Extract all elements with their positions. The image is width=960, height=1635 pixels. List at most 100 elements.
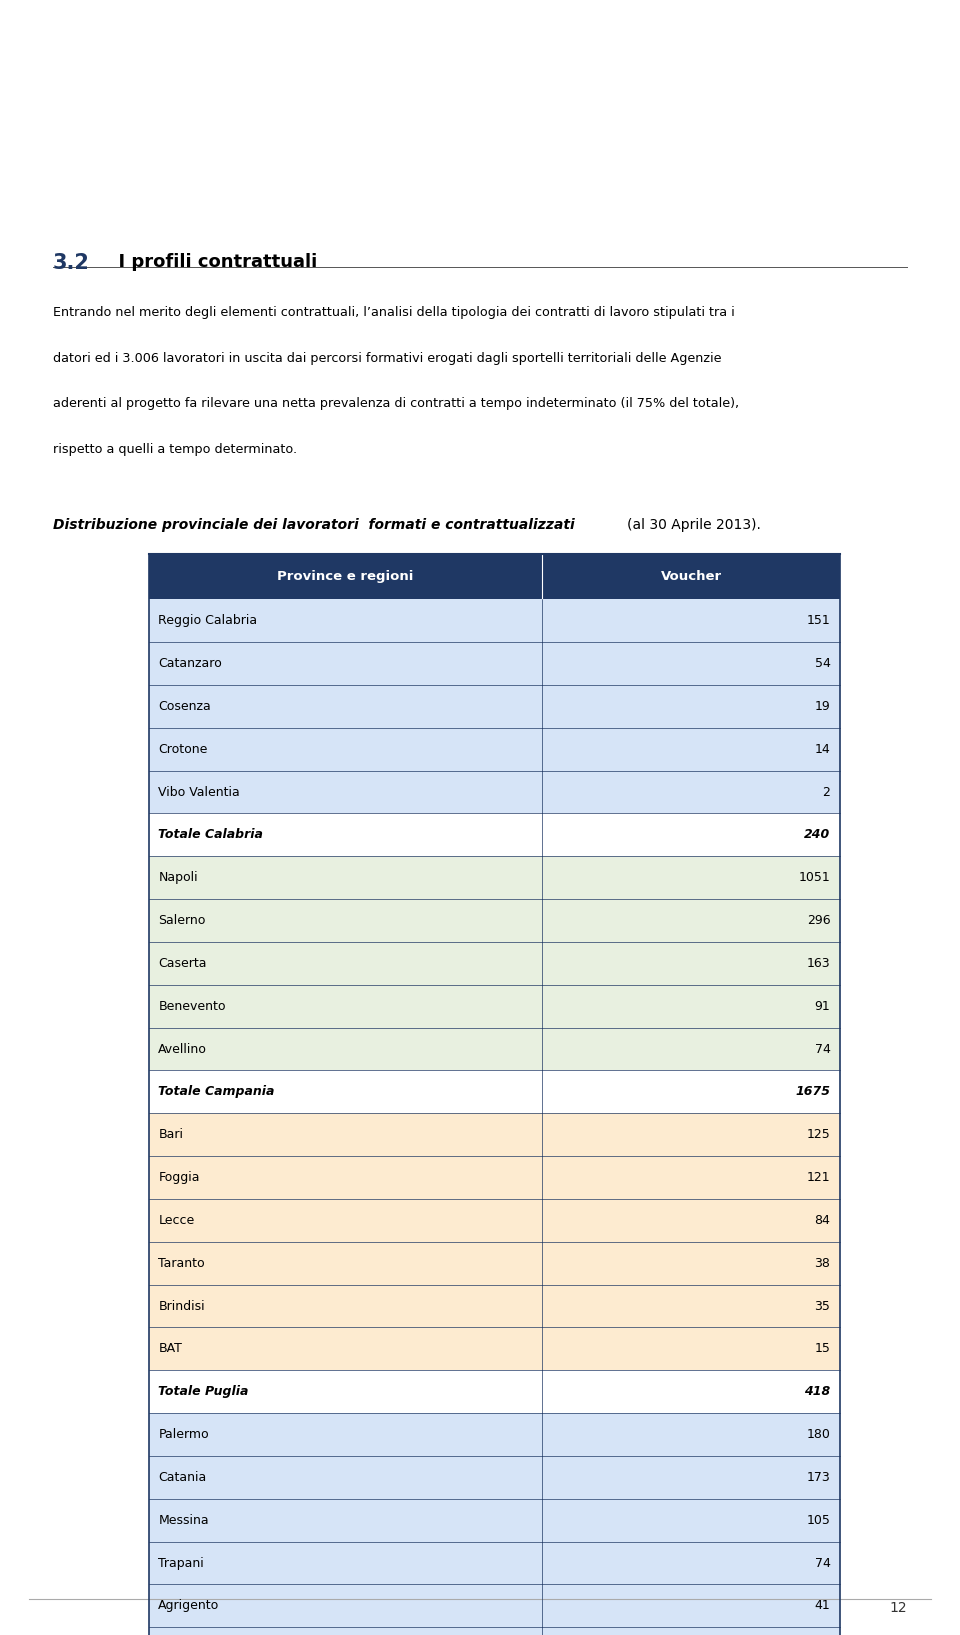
FancyBboxPatch shape — [149, 984, 542, 1028]
Text: 19: 19 — [815, 700, 830, 713]
Text: 173: 173 — [806, 1472, 830, 1485]
FancyBboxPatch shape — [149, 1627, 542, 1635]
Text: (al 30 Aprile 2013).: (al 30 Aprile 2013). — [627, 518, 760, 533]
FancyBboxPatch shape — [542, 1156, 840, 1198]
FancyBboxPatch shape — [149, 1198, 542, 1243]
Text: BAT: BAT — [158, 1342, 182, 1355]
Text: Distribuzione provinciale dei lavoratori  formati e contrattualizzati: Distribuzione provinciale dei lavoratori… — [53, 518, 580, 533]
Text: Totale Puglia: Totale Puglia — [158, 1385, 249, 1398]
Text: 15: 15 — [814, 1342, 830, 1355]
FancyBboxPatch shape — [149, 1285, 542, 1328]
FancyBboxPatch shape — [149, 1584, 542, 1627]
FancyBboxPatch shape — [149, 1457, 542, 1499]
Text: 54: 54 — [814, 657, 830, 670]
FancyBboxPatch shape — [542, 600, 840, 643]
FancyBboxPatch shape — [149, 600, 542, 643]
Text: 14: 14 — [815, 742, 830, 755]
FancyBboxPatch shape — [542, 1499, 840, 1542]
Text: 3.2: 3.2 — [53, 253, 89, 273]
FancyBboxPatch shape — [149, 643, 542, 685]
FancyBboxPatch shape — [542, 1028, 840, 1071]
Text: I profili contrattuali: I profili contrattuali — [106, 253, 317, 271]
Text: 84: 84 — [814, 1213, 830, 1226]
FancyBboxPatch shape — [542, 984, 840, 1028]
FancyBboxPatch shape — [149, 1499, 542, 1542]
Text: Catania: Catania — [158, 1472, 206, 1485]
FancyBboxPatch shape — [149, 1113, 542, 1156]
Text: 74: 74 — [814, 1043, 830, 1056]
FancyBboxPatch shape — [149, 685, 542, 728]
FancyBboxPatch shape — [149, 728, 542, 770]
Text: 1675: 1675 — [796, 1086, 830, 1099]
FancyBboxPatch shape — [149, 1028, 542, 1071]
FancyBboxPatch shape — [542, 899, 840, 942]
Text: Entrando nel merito degli elementi contrattuali, l’analisi della tipologia dei c: Entrando nel merito degli elementi contr… — [53, 306, 734, 319]
Text: 38: 38 — [814, 1257, 830, 1270]
FancyBboxPatch shape — [149, 1542, 542, 1584]
FancyBboxPatch shape — [149, 1156, 542, 1198]
FancyBboxPatch shape — [542, 1328, 840, 1370]
Text: Catanzaro: Catanzaro — [158, 657, 222, 670]
Text: Agrigento: Agrigento — [158, 1599, 220, 1612]
Text: 105: 105 — [806, 1514, 830, 1527]
Text: 180: 180 — [806, 1427, 830, 1440]
Text: Napoli: Napoli — [158, 871, 198, 885]
FancyBboxPatch shape — [149, 1413, 542, 1457]
FancyBboxPatch shape — [149, 1071, 542, 1113]
Text: Lecce: Lecce — [158, 1213, 195, 1226]
FancyBboxPatch shape — [542, 1584, 840, 1627]
FancyBboxPatch shape — [542, 857, 840, 899]
Text: Salerno: Salerno — [158, 914, 205, 927]
FancyBboxPatch shape — [542, 1542, 840, 1584]
Text: Benevento: Benevento — [158, 999, 226, 1012]
Text: Taranto: Taranto — [158, 1257, 205, 1270]
FancyBboxPatch shape — [149, 1370, 542, 1413]
FancyBboxPatch shape — [542, 1370, 840, 1413]
Text: Crotone: Crotone — [158, 742, 207, 755]
Text: Foggia: Foggia — [158, 1171, 200, 1184]
FancyBboxPatch shape — [542, 728, 840, 770]
Text: Totale Campania: Totale Campania — [158, 1086, 275, 1099]
FancyBboxPatch shape — [542, 643, 840, 685]
FancyBboxPatch shape — [542, 1243, 840, 1285]
FancyBboxPatch shape — [149, 857, 542, 899]
Text: 41: 41 — [815, 1599, 830, 1612]
Text: Messina: Messina — [158, 1514, 209, 1527]
Text: Palermo: Palermo — [158, 1427, 209, 1440]
Text: aderenti al progetto fa rilevare una netta prevalenza di contratti a tempo indet: aderenti al progetto fa rilevare una net… — [53, 397, 739, 410]
Text: 1051: 1051 — [799, 871, 830, 885]
Text: 240: 240 — [804, 829, 830, 842]
FancyBboxPatch shape — [542, 1457, 840, 1499]
Text: Avellino: Avellino — [158, 1043, 207, 1056]
FancyBboxPatch shape — [542, 1627, 840, 1635]
FancyBboxPatch shape — [149, 942, 542, 984]
FancyBboxPatch shape — [149, 770, 542, 814]
Text: Voucher: Voucher — [660, 571, 722, 584]
FancyBboxPatch shape — [542, 770, 840, 814]
Text: Reggio Calabria: Reggio Calabria — [158, 615, 257, 628]
FancyBboxPatch shape — [149, 814, 542, 857]
FancyBboxPatch shape — [542, 1113, 840, 1156]
Text: 35: 35 — [814, 1300, 830, 1313]
FancyBboxPatch shape — [542, 685, 840, 728]
FancyBboxPatch shape — [542, 1198, 840, 1243]
Text: 163: 163 — [806, 956, 830, 970]
Text: rispetto a quelli a tempo determinato.: rispetto a quelli a tempo determinato. — [53, 443, 297, 456]
FancyBboxPatch shape — [149, 899, 542, 942]
Text: Cosenza: Cosenza — [158, 700, 211, 713]
FancyBboxPatch shape — [542, 1071, 840, 1113]
Text: 121: 121 — [806, 1171, 830, 1184]
Text: Trapani: Trapani — [158, 1557, 204, 1570]
Text: 418: 418 — [804, 1385, 830, 1398]
Text: datori ed i 3.006 lavoratori in uscita dai percorsi formativi erogati dagli spor: datori ed i 3.006 lavoratori in uscita d… — [53, 352, 721, 365]
Text: 296: 296 — [806, 914, 830, 927]
Text: Caserta: Caserta — [158, 956, 207, 970]
Text: 125: 125 — [806, 1128, 830, 1141]
Text: 91: 91 — [815, 999, 830, 1012]
FancyBboxPatch shape — [149, 554, 840, 600]
FancyBboxPatch shape — [542, 942, 840, 984]
FancyBboxPatch shape — [542, 814, 840, 857]
FancyBboxPatch shape — [542, 1413, 840, 1457]
FancyBboxPatch shape — [149, 1328, 542, 1370]
Text: Vibo Valentia: Vibo Valentia — [158, 785, 240, 798]
